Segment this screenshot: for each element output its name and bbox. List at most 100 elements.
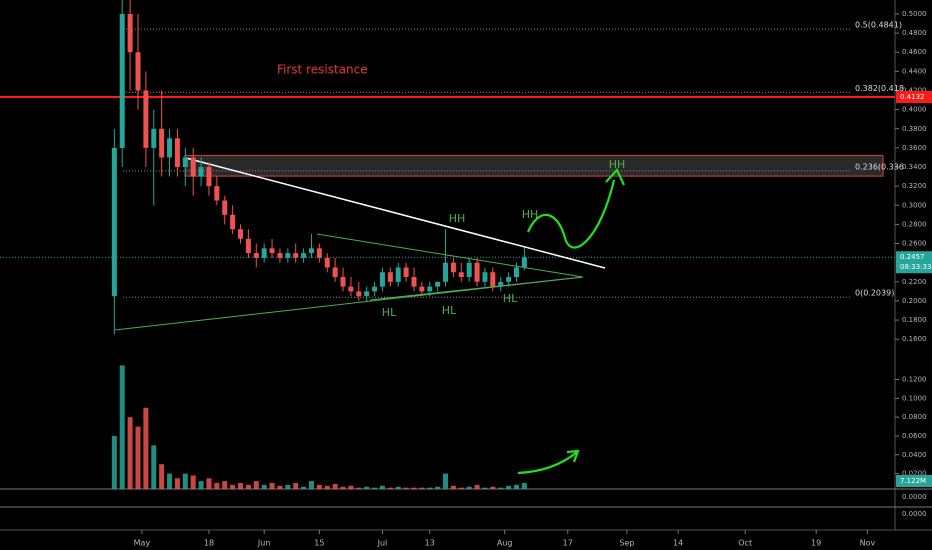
volume-bar	[427, 487, 433, 489]
annotation: First resistance	[277, 63, 368, 77]
y-tick-label: 0.1600	[902, 335, 927, 343]
fib-label: 0.236(0.336	[855, 162, 904, 171]
price-tag	[896, 251, 932, 274]
candle-body	[238, 229, 244, 239]
candle-body	[285, 253, 291, 258]
projection-arrow	[526, 179, 616, 249]
x-tick-label: Jul	[377, 539, 388, 548]
y-tick-label: 0.3600	[902, 144, 927, 152]
annotation-hl: HL	[382, 306, 397, 319]
volume-bar	[403, 487, 409, 489]
y-tick-label: 0.4000	[902, 106, 927, 114]
volume-bar	[387, 487, 393, 489]
volume-bar	[285, 484, 291, 489]
candle-body	[151, 128, 157, 148]
y-tick-label: 0.2600	[902, 240, 927, 248]
volume-bar	[482, 487, 488, 489]
arrow-head	[566, 449, 580, 463]
y-tick-label: 0.1800	[902, 316, 927, 324]
volume-bar	[450, 485, 456, 489]
candle-body	[277, 253, 283, 258]
candle-body	[111, 147, 117, 297]
y-tick-label: 0.3000	[902, 201, 927, 209]
candle-body	[450, 262, 456, 273]
volume-bar	[206, 478, 212, 489]
volume-bar	[111, 435, 117, 489]
volume-bar	[435, 486, 441, 489]
candle-body	[245, 238, 251, 254]
volume-bar	[222, 481, 228, 489]
zero-label: 0.0000	[902, 493, 927, 501]
volume-bar	[214, 482, 220, 489]
fib-label: 0.382(0.418	[855, 84, 904, 93]
volume-bar	[190, 475, 196, 489]
volume-arrow	[517, 451, 578, 475]
candle-body	[182, 157, 188, 168]
volume-bar	[230, 484, 236, 489]
candle-body	[348, 286, 354, 292]
annotation-hl: HL	[503, 292, 518, 305]
candle-body	[253, 253, 259, 258]
annotation-hh: HH	[449, 212, 466, 225]
volume-bar	[261, 484, 267, 489]
candle-body	[167, 138, 173, 158]
volume-bar	[119, 365, 125, 489]
volume-bar	[182, 473, 188, 489]
candle-body	[474, 262, 480, 282]
volume-bar	[332, 483, 338, 489]
candle-body	[269, 248, 275, 254]
candle-body	[316, 248, 322, 258]
candle-body	[427, 286, 433, 292]
volume-bar	[458, 487, 464, 489]
y-tick-label: 0.4600	[902, 48, 927, 56]
price-tag-label: 0.4132	[900, 93, 925, 101]
candle-body	[301, 253, 307, 258]
candle-body	[135, 52, 141, 91]
x-tick-label: Nov	[860, 539, 876, 548]
volume-bar	[127, 417, 133, 489]
x-tick-label: 13	[425, 539, 435, 548]
y2-tick-label: 0.0400	[902, 451, 927, 459]
triangle-upper	[316, 233, 584, 278]
volume-bar	[174, 478, 180, 489]
candle-body	[387, 272, 393, 282]
volume-bar	[372, 487, 378, 489]
candle-body	[379, 272, 385, 287]
volume-bar	[293, 482, 299, 489]
volume-bar	[419, 487, 425, 489]
volume-bar	[159, 464, 165, 489]
candle-body	[364, 291, 370, 297]
arrow-head	[605, 168, 625, 186]
candle-body	[395, 267, 401, 282]
candle-body	[190, 157, 196, 177]
x-tick-label: Jun	[257, 539, 271, 548]
volume-bar	[316, 484, 322, 489]
candle-body	[490, 272, 496, 287]
candle-body	[308, 248, 314, 254]
volume-bar	[308, 481, 314, 489]
resistance-zone	[184, 155, 884, 177]
candle-body	[435, 281, 441, 287]
volume-bar	[269, 482, 275, 489]
fib-label: 0.5(0.4841)	[855, 21, 902, 30]
y-tick-label: 0.2000	[902, 297, 927, 305]
candle-body	[230, 214, 236, 230]
candle-body	[261, 248, 267, 258]
candle-body	[214, 186, 220, 201]
x-tick-label: May	[134, 539, 151, 548]
candle-body	[127, 13, 133, 53]
candle-body	[466, 262, 472, 278]
y-tick-label: 0.3200	[902, 182, 927, 190]
volume-bar	[395, 486, 401, 489]
volume-bar	[490, 486, 496, 489]
y2-tick-label: 0.1000	[902, 394, 927, 402]
candle-body	[119, 13, 125, 148]
candle-body	[498, 281, 504, 287]
trendline	[185, 157, 606, 269]
volume-bar	[513, 484, 519, 489]
candle-body	[222, 200, 228, 215]
y2-tick-label: 0.0600	[902, 432, 927, 440]
volume-bar	[151, 445, 157, 489]
x-tick-label: 18	[204, 539, 214, 548]
y2-tick-label: 0.1200	[902, 376, 927, 384]
